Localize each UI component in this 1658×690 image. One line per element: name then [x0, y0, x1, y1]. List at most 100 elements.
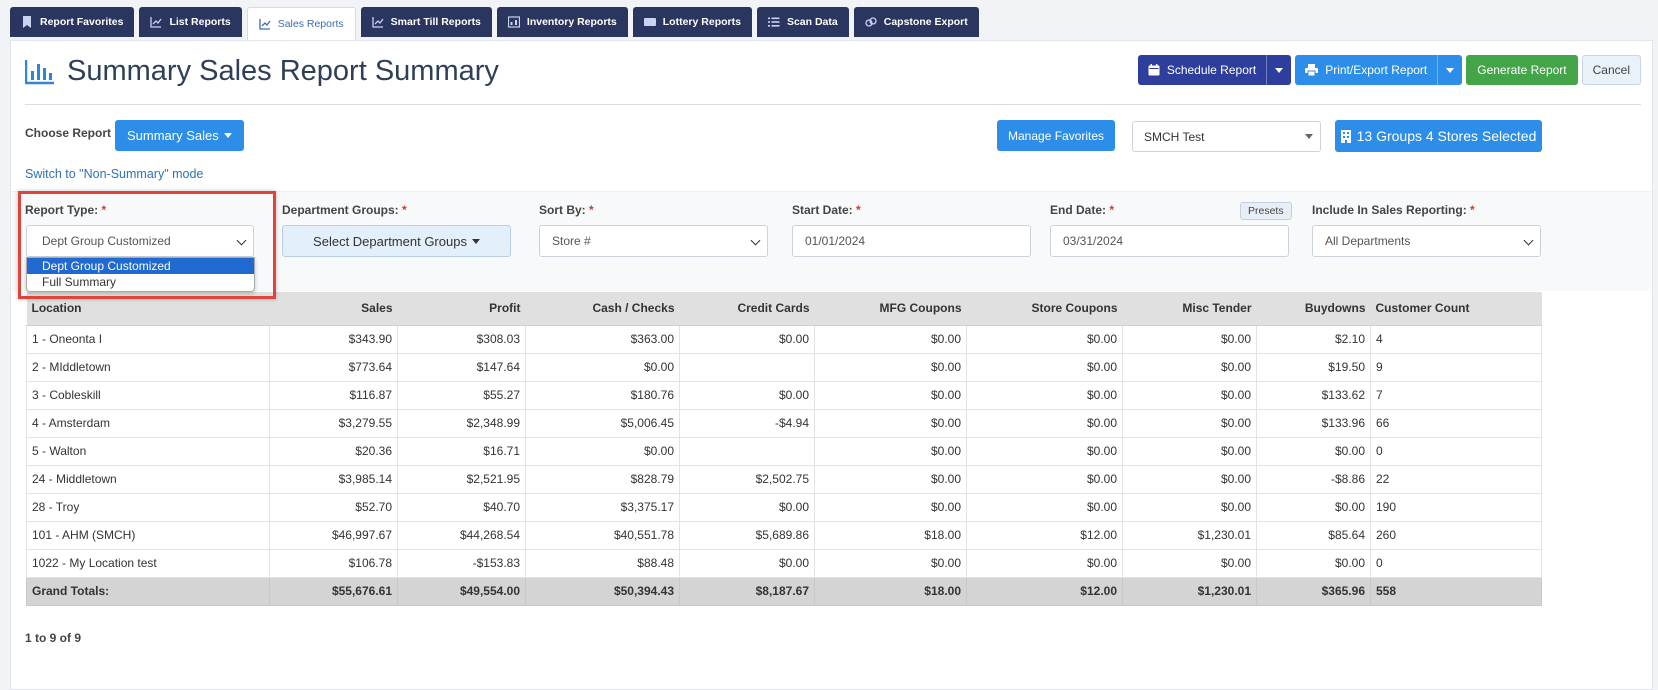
table-cell: $3,985.14: [269, 464, 398, 494]
schedule-report-button[interactable]: Schedule Report: [1137, 55, 1292, 85]
table-cell: [679, 352, 815, 382]
groups-stores-button[interactable]: 13 Groups 4 Stores Selected: [1335, 120, 1542, 152]
tab-smart-till-reports[interactable]: Smart Till Reports: [360, 7, 492, 37]
table-cell: $44,268.54: [397, 520, 526, 550]
required-mark: *: [101, 203, 107, 217]
column-header[interactable]: Location: [26, 292, 270, 326]
table-cell: 260: [1370, 520, 1542, 550]
end-date-label-text: End Date:: [1050, 203, 1107, 217]
table-cell: -$4.94: [679, 408, 815, 438]
table-cell: -$8.86: [1256, 464, 1371, 494]
table-cell: $0.00: [1122, 548, 1257, 578]
table-cell: $0.00: [814, 408, 967, 438]
total-cell: $8,187.67: [679, 576, 815, 606]
option-full-summary[interactable]: Full Summary: [42, 275, 117, 289]
table-cell: $133.62: [1256, 380, 1371, 410]
tab-capstone-export[interactable]: Capstone Export: [853, 7, 979, 37]
table-body: 1 - Oneonta I $343.90 $308.03 $363.00 $0.00 $…: [26, 324, 1542, 606]
caret-down-icon: [471, 238, 480, 244]
table-cell: $0.00: [1256, 492, 1371, 522]
generate-report-button[interactable]: Generate Report: [1466, 55, 1578, 85]
choose-report-label: Choose Report: [25, 126, 112, 140]
table-cell: 2 - MIddletown: [26, 352, 270, 382]
store-select[interactable]: SMCH Test: [1132, 121, 1321, 152]
sort-by-label: Sort By: *: [539, 203, 594, 217]
table-cell: $0.00: [1122, 380, 1257, 410]
table-header: Location Sales Profit Cash / Checks Cred…: [26, 292, 1542, 326]
chevron-down-icon: [750, 235, 761, 246]
required-mark: *: [589, 203, 594, 217]
total-cell: $18.00: [814, 576, 967, 606]
tab-report-favorites[interactable]: Report Favorites: [10, 7, 135, 37]
column-header[interactable]: Store Coupons: [966, 292, 1123, 326]
tab-label: Report Favorites: [40, 16, 124, 28]
tab-list-reports[interactable]: List Reports: [139, 7, 242, 37]
column-header[interactable]: MFG Coupons: [814, 292, 967, 326]
table-cell: $2.10: [1256, 324, 1371, 354]
include-sales-value: All Departments: [1325, 234, 1411, 248]
caret-down-icon[interactable]: [1266, 55, 1291, 85]
summary-sales-dropdown[interactable]: Summary Sales: [115, 120, 244, 151]
tab-lottery-reports[interactable]: Lottery Reports: [632, 7, 752, 37]
title-row: Summary Sales Report Summary: [25, 55, 499, 88]
cancel-button[interactable]: Cancel: [1581, 55, 1641, 85]
select-department-groups-button[interactable]: Select Department Groups: [282, 225, 511, 257]
table-cell: $0.00: [966, 548, 1123, 578]
table-cell: $85.64: [1256, 520, 1371, 550]
table-cell: 4 - Amsterdam: [26, 408, 270, 438]
table-cell: $18.00: [814, 520, 967, 550]
tab-sales-reports[interactable]: Sales Reports: [246, 7, 356, 40]
table-cell: 9: [1370, 352, 1542, 382]
presets-button[interactable]: Presets: [1240, 202, 1292, 220]
start-date-input[interactable]: 01/01/2024: [792, 225, 1031, 257]
department-groups-label-text: Department Groups:: [282, 203, 399, 217]
table-row: 24 - Middletown $3,985.14 $2,521.95 $828.79…: [26, 464, 1542, 494]
table-cell: 66: [1370, 408, 1542, 438]
total-cell: $55,676.61: [269, 576, 398, 606]
column-header[interactable]: Sales: [269, 292, 398, 326]
option-dept-group-customized[interactable]: Dept Group Customized: [27, 258, 254, 274]
grand-total-row: Grand Totals: $55,676.61 $49,554.00 $50,394…: [26, 576, 1542, 606]
tab-inventory-reports[interactable]: Inventory Reports: [496, 7, 628, 37]
switch-mode-link[interactable]: Switch to "Non-Summary" mode: [25, 167, 204, 181]
table-cell: $0.00: [814, 492, 967, 522]
table-cell: $40,551.78: [525, 520, 680, 550]
print-export-button[interactable]: Print/Export Report: [1295, 55, 1463, 85]
schedule-report-label: Schedule Report: [1166, 63, 1257, 77]
pagination-info: 1 to 9 of 9: [25, 631, 82, 645]
sort-by-select[interactable]: Store #: [539, 225, 768, 257]
groups-stores-label: 13 Groups 4 Stores Selected: [1356, 128, 1537, 144]
table-cell: $0.00: [966, 380, 1123, 410]
summary-sales-label: Summary Sales: [127, 128, 219, 143]
required-mark: *: [1470, 203, 1475, 217]
print-icon: [1305, 64, 1319, 76]
table-cell: $0.00: [1122, 464, 1257, 494]
start-date-label-text: Start Date:: [792, 203, 853, 217]
table-cell: $5,689.86: [679, 520, 815, 550]
table-cell: $0.00: [966, 324, 1123, 354]
column-header[interactable]: Profit: [397, 292, 526, 326]
header-actions: Schedule Report Print/Export Report Gene…: [1137, 55, 1641, 85]
column-header[interactable]: Credit Cards: [679, 292, 815, 326]
table-cell: $52.70: [269, 492, 398, 522]
table-cell: 4: [1370, 324, 1542, 354]
end-date-input[interactable]: 03/31/2024: [1050, 225, 1289, 257]
table-row: 101 - AHM (SMCH) $46,997.67 $44,268.54 $40,…: [26, 520, 1542, 550]
include-sales-label: Include In Sales Reporting: *: [1312, 203, 1475, 217]
column-header[interactable]: Buydowns: [1256, 292, 1371, 326]
column-header[interactable]: Misc Tender: [1122, 292, 1257, 326]
caret-down-icon[interactable]: [1437, 55, 1462, 85]
table-cell: $12.00: [966, 520, 1123, 550]
tab-scan-data[interactable]: Scan Data: [756, 7, 849, 37]
table-cell: $0.00: [1122, 352, 1257, 382]
column-header[interactable]: Customer Count: [1370, 292, 1542, 326]
include-sales-select[interactable]: All Departments: [1312, 225, 1541, 257]
sort-by-value: Store #: [552, 234, 591, 248]
manage-favorites-button[interactable]: Manage Favorites: [997, 120, 1116, 151]
table-cell: $0.00: [679, 492, 815, 522]
column-header[interactable]: Cash / Checks: [525, 292, 680, 326]
table-cell: $343.90: [269, 324, 398, 354]
report-type-select[interactable]: Dept Group Customized: [26, 225, 254, 257]
table-cell: $0.00: [679, 548, 815, 578]
end-date-label: End Date: *: [1050, 203, 1114, 217]
